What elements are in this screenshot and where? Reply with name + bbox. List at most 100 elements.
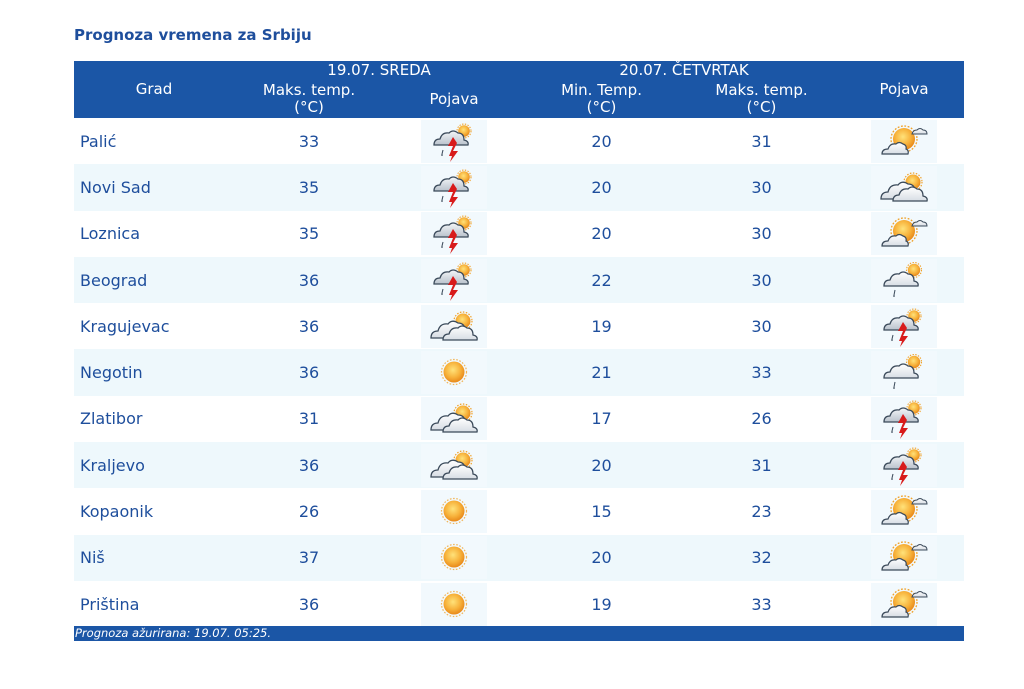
thunderstorm-icon	[421, 258, 487, 302]
city-name: Loznica	[80, 224, 141, 244]
table-row: Kragujevac 36 19 30	[74, 303, 965, 350]
cloudy-sun-icon	[421, 304, 487, 348]
day2-max-temp-header: Maks. temp. (°C)	[679, 80, 844, 118]
day1-weather-cell	[384, 349, 524, 395]
day2-min-temp: 19	[591, 316, 612, 336]
table-row: Priština 36 19 33	[74, 580, 965, 628]
table-row: Zlatibor 31 17 26	[74, 395, 965, 443]
table-row: Niš 37 20 32	[74, 534, 965, 581]
city-name: Priština	[80, 594, 140, 614]
table-row: Negotin 36 21 33	[74, 349, 965, 396]
day2-min-temp: 15	[591, 502, 612, 522]
day1-phenomenon-header: Pojava	[429, 89, 479, 108]
day1-max-temp: 37	[298, 548, 320, 568]
day1-weather-cell	[384, 118, 524, 164]
day2-min-temp: 20	[591, 548, 612, 568]
cloudy-sun-icon	[421, 397, 487, 441]
day1-max-temp: 35	[298, 177, 320, 197]
thunderstorm-icon	[421, 212, 487, 256]
sun-icon	[421, 351, 487, 395]
day2-max-temp: 31	[751, 455, 772, 475]
day2-weather-cell	[844, 488, 964, 534]
day2-weather-cell	[844, 118, 964, 164]
day2-max-temp: 33	[751, 594, 772, 614]
day2-min-temp: 20	[591, 224, 612, 244]
day1-max-temp: 36	[298, 594, 320, 614]
shower-icon	[871, 258, 938, 302]
day2-min-temp: 22	[591, 270, 612, 290]
day2-max-temp: 30	[751, 177, 772, 197]
city-name: Palić	[80, 131, 117, 151]
city-name: Niš	[80, 548, 105, 568]
day2-weather-cell	[844, 211, 964, 257]
sun-icon	[421, 582, 487, 626]
day1-weather-cell	[384, 442, 524, 488]
day2-min-temp-header: Min. Temp. (°C)	[524, 80, 679, 118]
day1-max-temp-label: Maks. temp.	[262, 81, 356, 99]
day2-min-temp-label: Min. Temp.	[561, 81, 642, 99]
day1-weather-cell	[384, 303, 524, 349]
day1-max-temp: 35	[298, 224, 320, 244]
day2-max-temp: 26	[751, 409, 772, 429]
day2-weather-cell	[844, 442, 964, 488]
day2-weather-cell	[844, 303, 964, 349]
day1-max-temp: 33	[298, 131, 320, 151]
forecast-updated-note: Prognoza ažurirana: 19.07. 05:25.	[74, 626, 964, 641]
city-name: Kopaonik	[80, 502, 154, 522]
thunderstorm-icon	[421, 165, 487, 209]
day2-min-temp: 21	[591, 363, 612, 383]
day2-header: 20.07. ČETVRTAK	[619, 61, 749, 79]
day2-max-temp: 23	[751, 502, 772, 522]
day1-header: 19.07. SREDA	[327, 61, 431, 79]
day2-max-temp: 32	[751, 548, 772, 568]
day2-max-temp-label: Maks. temp.	[715, 81, 808, 99]
sun-cloud-icon	[871, 212, 938, 256]
city-column-header: Grad	[135, 80, 173, 98]
day2-phenomenon-header: Pojava	[879, 80, 929, 98]
day1-max-temp-unit: (°C)	[294, 98, 324, 116]
day1-max-temp: 36	[298, 316, 320, 336]
day2-max-temp: 30	[751, 270, 772, 290]
day1-max-temp: 36	[298, 455, 320, 475]
city-name: Beograd	[80, 270, 148, 290]
day2-min-temp: 20	[591, 177, 612, 197]
sun-cloud-icon	[871, 582, 938, 626]
table-row: Kopaonik 26 15 23	[74, 488, 965, 535]
day2-min-temp: 17	[591, 409, 612, 429]
thunderstorm-icon	[421, 119, 487, 163]
cloudy-sun-icon	[871, 165, 938, 209]
day2-min-temp: 20	[591, 455, 612, 475]
day2-max-temp-unit: (°C)	[746, 98, 777, 116]
day2-max-temp: 30	[751, 316, 772, 336]
sun-cloud-icon	[871, 490, 938, 534]
day2-weather-cell	[844, 164, 964, 210]
sun-cloud-icon	[871, 536, 938, 580]
day2-weather-cell	[844, 581, 964, 627]
table-row: Palić 33 20 31	[74, 118, 965, 165]
city-name: Negotin	[80, 363, 143, 383]
cloudy-sun-icon	[421, 443, 487, 487]
city-name: Kraljevo	[80, 455, 145, 475]
day1-weather-cell	[384, 581, 524, 627]
city-name: Novi Sad	[80, 177, 151, 197]
day1-weather-cell	[384, 488, 524, 534]
day1-max-temp: 31	[298, 409, 320, 429]
day1-weather-cell	[384, 535, 524, 581]
day2-min-temp: 20	[591, 131, 612, 151]
sun-icon	[421, 536, 487, 580]
day1-max-temp: 36	[298, 270, 320, 290]
table-row: Loznica 35 20 30	[74, 210, 965, 257]
sun-cloud-icon	[871, 119, 938, 163]
day1-weather-cell	[384, 396, 524, 442]
day1-weather-cell	[384, 211, 524, 257]
city-name: Kragujevac	[80, 316, 170, 336]
thunderstorm-icon	[871, 304, 938, 348]
day2-max-temp: 30	[751, 224, 772, 244]
day2-weather-cell	[844, 396, 964, 442]
day2-min-temp-unit: (°C)	[586, 98, 617, 116]
day2-weather-cell	[844, 349, 964, 395]
forecast-table: Grad 19.07. SREDA 20.07. ČETVRTAK Pojava…	[74, 61, 965, 628]
thunderstorm-icon	[871, 397, 938, 441]
day2-min-temp: 19	[591, 594, 612, 614]
day2-weather-cell	[844, 257, 964, 303]
